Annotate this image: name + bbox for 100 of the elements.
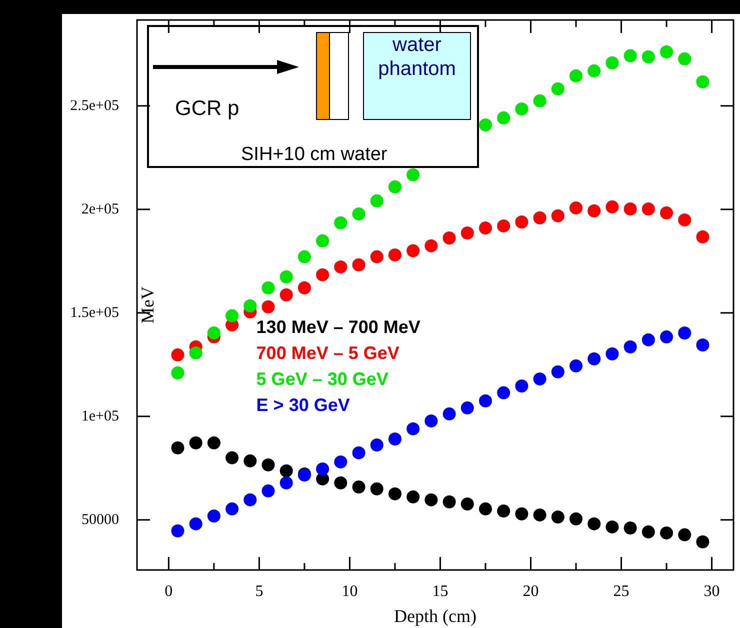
point	[370, 482, 384, 496]
point	[497, 386, 510, 400]
point	[624, 340, 637, 354]
series-label: 700 MeV – 5 GeV	[256, 342, 400, 363]
point	[406, 490, 420, 504]
point	[334, 216, 348, 230]
point	[533, 94, 546, 108]
point	[406, 168, 420, 182]
point	[262, 281, 275, 294]
point	[352, 258, 366, 272]
point	[497, 504, 510, 518]
point	[660, 206, 674, 220]
point	[478, 394, 492, 408]
point	[352, 446, 366, 460]
point	[334, 260, 348, 274]
text: 5 GeV – 30 GeV	[256, 368, 388, 389]
point	[388, 432, 402, 446]
point	[497, 219, 510, 232]
point	[606, 56, 619, 70]
point	[442, 231, 456, 244]
point	[497, 111, 510, 124]
point	[678, 528, 692, 542]
point	[207, 436, 220, 450]
point	[388, 248, 402, 262]
point	[678, 213, 692, 226]
point	[262, 484, 275, 498]
annotation: SIH+10 cm water	[241, 144, 388, 166]
point	[226, 309, 239, 322]
point	[588, 204, 601, 218]
x-tick-label: 25	[613, 582, 630, 600]
point	[551, 209, 564, 222]
series-label: E > 30 GeV	[256, 394, 350, 415]
point	[262, 458, 275, 472]
point	[696, 535, 710, 548]
point	[334, 476, 348, 490]
point	[189, 346, 202, 360]
point	[171, 524, 184, 538]
point	[660, 45, 674, 58]
point	[388, 487, 402, 500]
point	[696, 338, 710, 352]
annotation: water phantom	[377, 33, 457, 81]
point	[388, 180, 402, 194]
point	[370, 194, 384, 208]
point	[533, 211, 546, 224]
point	[570, 359, 583, 372]
point	[624, 202, 637, 216]
point	[280, 464, 293, 478]
point	[370, 438, 384, 452]
point	[316, 462, 330, 476]
point	[207, 509, 220, 522]
point	[588, 517, 601, 530]
point	[226, 502, 239, 516]
point	[424, 493, 438, 506]
point	[298, 250, 311, 264]
x-tick-label: 10	[342, 582, 358, 600]
point	[642, 333, 655, 346]
text: 130 MeV – 700 MeV	[256, 316, 420, 337]
point	[570, 69, 583, 82]
point	[570, 201, 583, 214]
x-tick-label: 5	[255, 582, 264, 600]
point	[551, 365, 564, 378]
point	[316, 268, 330, 282]
y-tick-label: 50000	[82, 512, 119, 528]
point	[244, 299, 257, 312]
point	[406, 244, 420, 258]
point	[570, 512, 583, 526]
point	[460, 497, 474, 510]
point	[551, 82, 564, 96]
x-tick-label: 15	[432, 582, 448, 600]
point	[696, 230, 710, 244]
point	[533, 508, 546, 522]
x-axis-title: Depth (cm)	[394, 606, 476, 626]
y-axis-title: MeV	[138, 286, 158, 324]
point	[171, 441, 184, 454]
point	[262, 300, 275, 314]
point	[642, 50, 655, 64]
point	[244, 454, 257, 468]
point	[442, 407, 456, 420]
point	[478, 118, 492, 132]
point	[606, 200, 619, 214]
point	[171, 348, 184, 362]
point	[424, 414, 438, 428]
point	[352, 480, 366, 494]
point	[515, 216, 528, 229]
point	[370, 250, 384, 264]
point	[515, 379, 528, 392]
y-tick-label: 2.5e+05	[70, 98, 119, 114]
setup-diagram-box: GCR p water phantom SIH+10 cm water	[147, 25, 479, 168]
point	[478, 502, 492, 516]
point	[660, 526, 674, 540]
point	[606, 520, 619, 534]
point	[244, 493, 257, 506]
point	[642, 525, 655, 538]
x-tick-label: 30	[704, 582, 720, 600]
point	[226, 451, 239, 464]
point	[171, 366, 184, 380]
point	[316, 234, 330, 248]
point	[298, 281, 311, 294]
point	[588, 352, 601, 366]
x-tick-label: 20	[522, 582, 539, 600]
